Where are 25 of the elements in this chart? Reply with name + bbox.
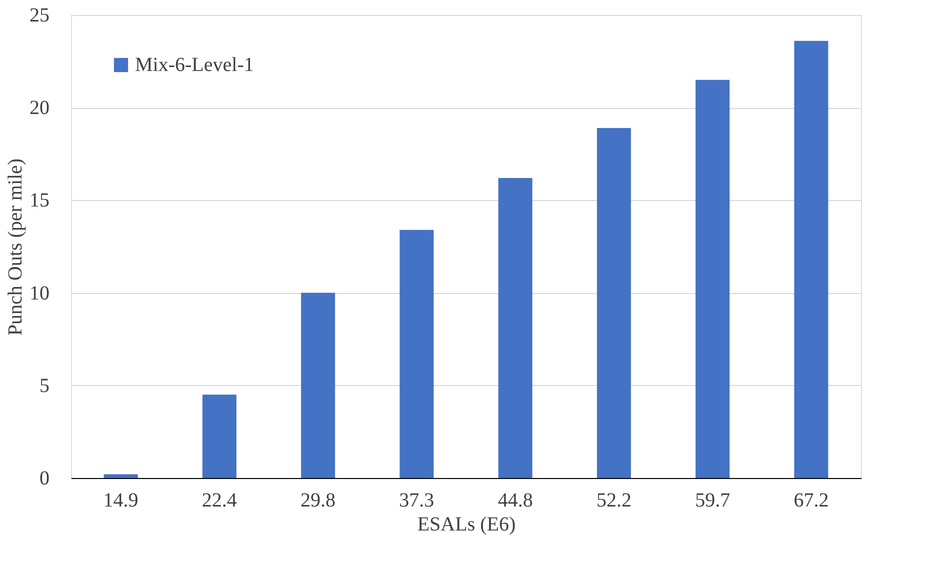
bar <box>301 292 336 478</box>
legend-label: Mix-6-Level-1 <box>135 54 254 76</box>
bar <box>104 474 138 478</box>
bar <box>498 178 532 478</box>
y-axis-title: Punch Outs (per mile) <box>4 158 26 336</box>
x-axis-title: ESALs (E6) <box>417 514 516 536</box>
y-tick-label: 5 <box>40 374 50 397</box>
x-tick-label: 67.2 <box>794 490 829 512</box>
x-tick-label: 52.2 <box>596 490 632 512</box>
y-tick-label: 15 <box>30 190 50 212</box>
bar <box>696 80 730 478</box>
x-tick-label: 37.3 <box>399 490 434 512</box>
bar <box>794 40 828 478</box>
bar <box>400 230 434 478</box>
x-tick-label: 44.8 <box>498 490 533 512</box>
y-tick-label: 0 <box>40 468 50 490</box>
bar <box>596 128 631 478</box>
x-tick-label: 29.8 <box>300 490 336 512</box>
x-tick-label: 59.7 <box>695 490 730 512</box>
x-tick-label: 14.9 <box>103 490 138 512</box>
y-tick-label: 25 <box>30 4 50 26</box>
y-tick-label: 10 <box>30 282 50 304</box>
y-tick-label: 20 <box>30 97 50 120</box>
bar <box>202 394 236 478</box>
x-tick-label: 22.4 <box>202 490 237 512</box>
